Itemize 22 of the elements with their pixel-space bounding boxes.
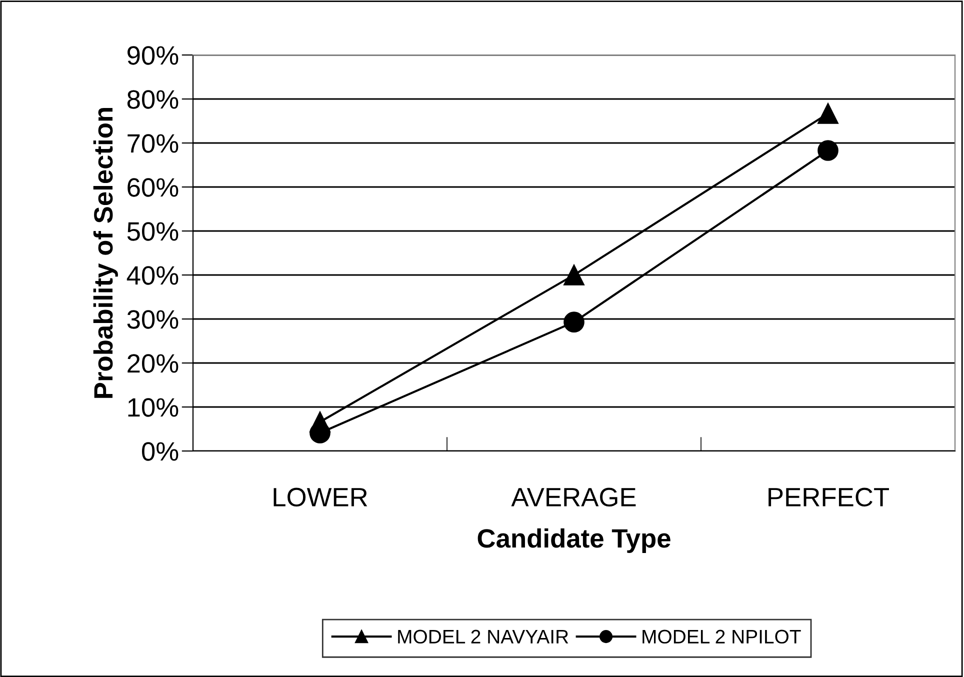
legend-label: MODEL 2 NPILOT xyxy=(642,630,801,644)
y-tick-label: 30% xyxy=(127,310,178,329)
y-tick-label: 60% xyxy=(128,178,178,197)
y-tick-label: 70% xyxy=(128,134,178,153)
point xyxy=(310,412,330,432)
legend-label: MODEL 2 NAVYAIR xyxy=(398,630,568,644)
x-tick-label: LOWER xyxy=(274,488,368,506)
point xyxy=(818,103,838,124)
y-tick-label: 40% xyxy=(126,266,178,285)
point xyxy=(564,264,584,286)
point xyxy=(818,140,838,161)
x-tick-label: PERFECT xyxy=(768,488,889,506)
y-tick-label: 80% xyxy=(127,90,178,109)
y-tick-label: 50% xyxy=(127,222,178,241)
y-tick-label: 20% xyxy=(128,354,178,373)
y-tick-label: 10% xyxy=(128,398,178,417)
y-tick-label: 90% xyxy=(128,46,178,65)
y-axis-title: Probability of Selection xyxy=(93,108,118,398)
y-tick-label: 0% xyxy=(142,442,178,461)
point xyxy=(564,312,584,332)
x-tick-label: AVERAGE xyxy=(511,488,636,506)
x-axis-title: Candidate Type xyxy=(478,528,670,553)
